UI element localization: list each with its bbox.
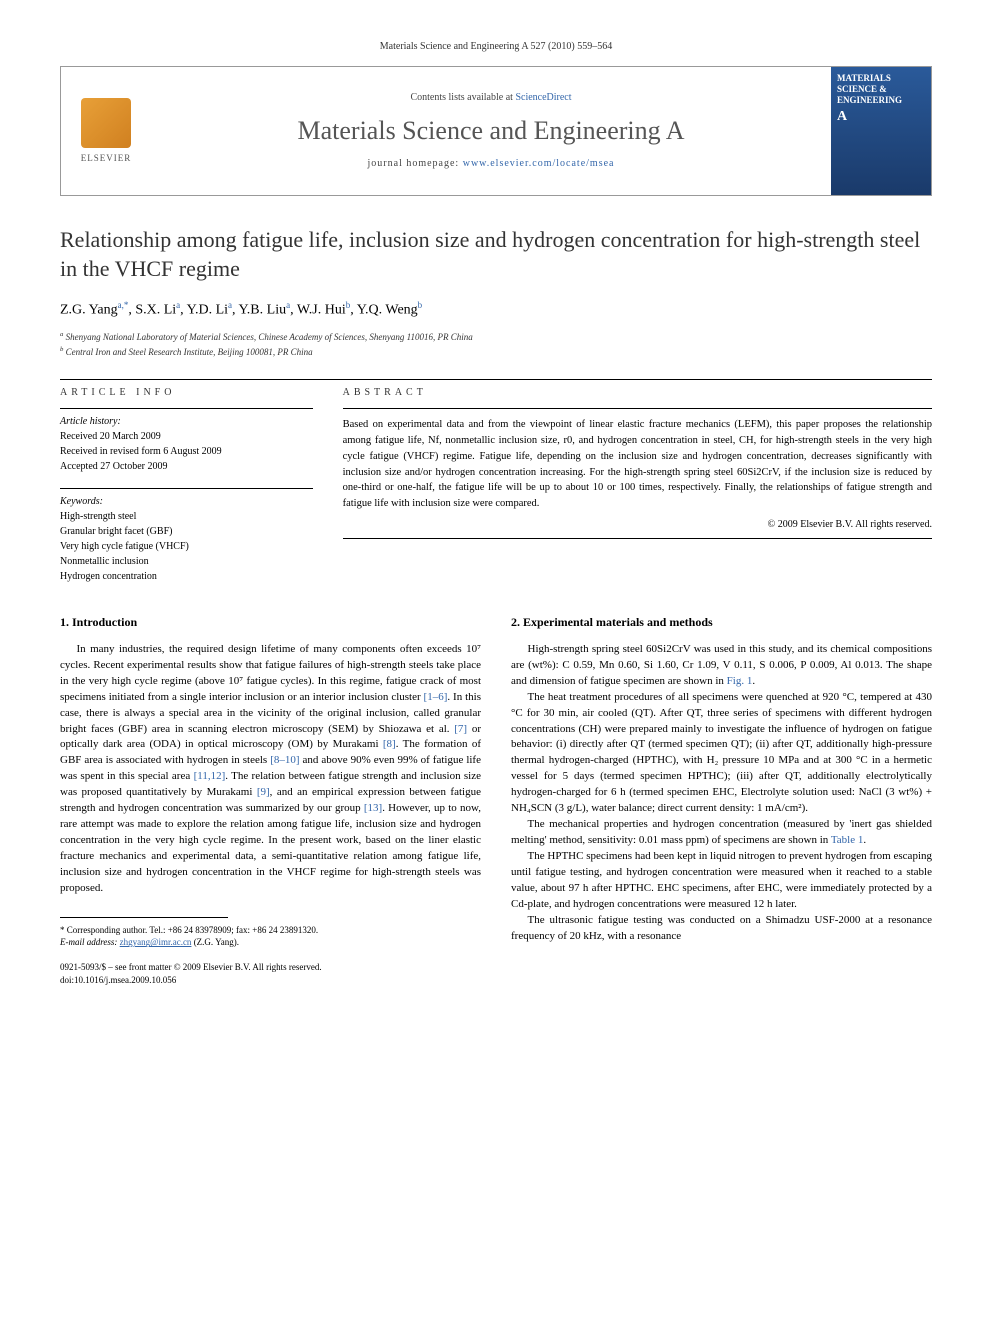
abstract-text: Based on experimental data and from the … [343,417,932,512]
journal-banner: ELSEVIER Contents lists available at Sci… [60,66,932,196]
corresponding-author-footnote: * Corresponding author. Tel.: +86 24 839… [60,924,481,949]
methods-paragraph-5: The ultrasonic fatigue testing was condu… [511,913,932,945]
corr-email-line: E-mail address: zhgyang@imr.ac.cn (Z.G. … [60,936,481,949]
homepage-link[interactable]: www.elsevier.com/locate/msea [463,158,615,169]
article-title: Relationship among fatigue life, inclusi… [60,226,932,283]
affiliation-a: a Shenyang National Laboratory of Materi… [60,330,932,345]
methods-paragraph-1: High-strength spring steel 60Si2CrV was … [511,642,932,690]
front-matter-line: 0921-5093/$ – see front matter © 2009 El… [60,961,481,974]
doi-line: doi:10.1016/j.msea.2009.10.056 [60,974,481,987]
corr-email-link[interactable]: zhgyang@imr.ac.cn [120,937,192,947]
journal-name: Materials Science and Engineering A [151,113,831,149]
affiliation-b: b Central Iron and Steel Research Instit… [60,345,932,360]
divider [60,379,932,380]
banner-center: Contents lists available at ScienceDirec… [151,67,831,195]
contents-available-line: Contents lists available at ScienceDirec… [151,91,831,105]
article-info-column: ARTICLE INFO Article history: Received 2… [60,386,313,584]
elsevier-tree-icon [81,98,131,148]
publisher-logo-block: ELSEVIER [61,67,151,195]
article-info-heading: ARTICLE INFO [60,386,313,400]
keyword-2: Very high cycle fatigue (VHCF) [60,539,313,554]
cover-title: MATERIALS SCIENCE & ENGINEERING [837,73,925,105]
sciencedirect-link[interactable]: ScienceDirect [515,92,571,103]
methods-paragraph-4: The HPTHC specimens had been kept in liq… [511,849,932,913]
history-accepted: Accepted 27 October 2009 [60,459,313,474]
contents-prefix: Contents lists available at [410,92,515,103]
right-column: 2. Experimental materials and methods Hi… [511,614,932,986]
cover-sub: A [837,107,925,127]
footnote-separator [60,917,228,918]
left-column: 1. Introduction In many industries, the … [60,614,481,986]
keyword-1: Granular bright facet (GBF) [60,524,313,539]
methods-paragraph-3: The mechanical properties and hydrogen c… [511,817,932,849]
methods-paragraph-2: The heat treatment procedures of all spe… [511,690,932,818]
email-label: E-mail address: [60,937,117,947]
section-1-heading: 1. Introduction [60,614,481,631]
publisher-name: ELSEVIER [81,152,132,165]
keywords-label: Keywords: [60,495,313,509]
footer-meta: 0921-5093/$ – see front matter © 2009 El… [60,961,481,986]
corr-author-line: * Corresponding author. Tel.: +86 24 839… [60,924,481,937]
intro-paragraph-1: In many industries, the required design … [60,642,481,897]
history-received: Received 20 March 2009 [60,429,313,444]
keyword-0: High-strength steel [60,509,313,524]
keyword-3: Nonmetallic inclusion [60,554,313,569]
abstract-column: ABSTRACT Based on experimental data and … [343,386,932,584]
author-list: Z.G. Yanga,*, S.X. Lia, Y.D. Lia, Y.B. L… [60,299,932,320]
abstract-copyright: © 2009 Elsevier B.V. All rights reserved… [343,518,932,532]
affiliations: a Shenyang National Laboratory of Materi… [60,330,932,359]
corr-email-who: (Z.G. Yang). [194,937,239,947]
history-label: Article history: [60,415,313,429]
homepage-line: journal homepage: www.elsevier.com/locat… [151,157,831,171]
history-revised: Received in revised form 6 August 2009 [60,444,313,459]
info-abstract-row: ARTICLE INFO Article history: Received 2… [60,386,932,584]
journal-cover-thumb: MATERIALS SCIENCE & ENGINEERING A [831,67,931,195]
abstract-heading: ABSTRACT [343,386,932,400]
homepage-prefix: journal homepage: [368,158,463,169]
section-2-heading: 2. Experimental materials and methods [511,614,932,631]
keyword-4: Hydrogen concentration [60,569,313,584]
running-header: Materials Science and Engineering A 527 … [60,40,932,54]
body-two-columns: 1. Introduction In many industries, the … [60,614,932,986]
